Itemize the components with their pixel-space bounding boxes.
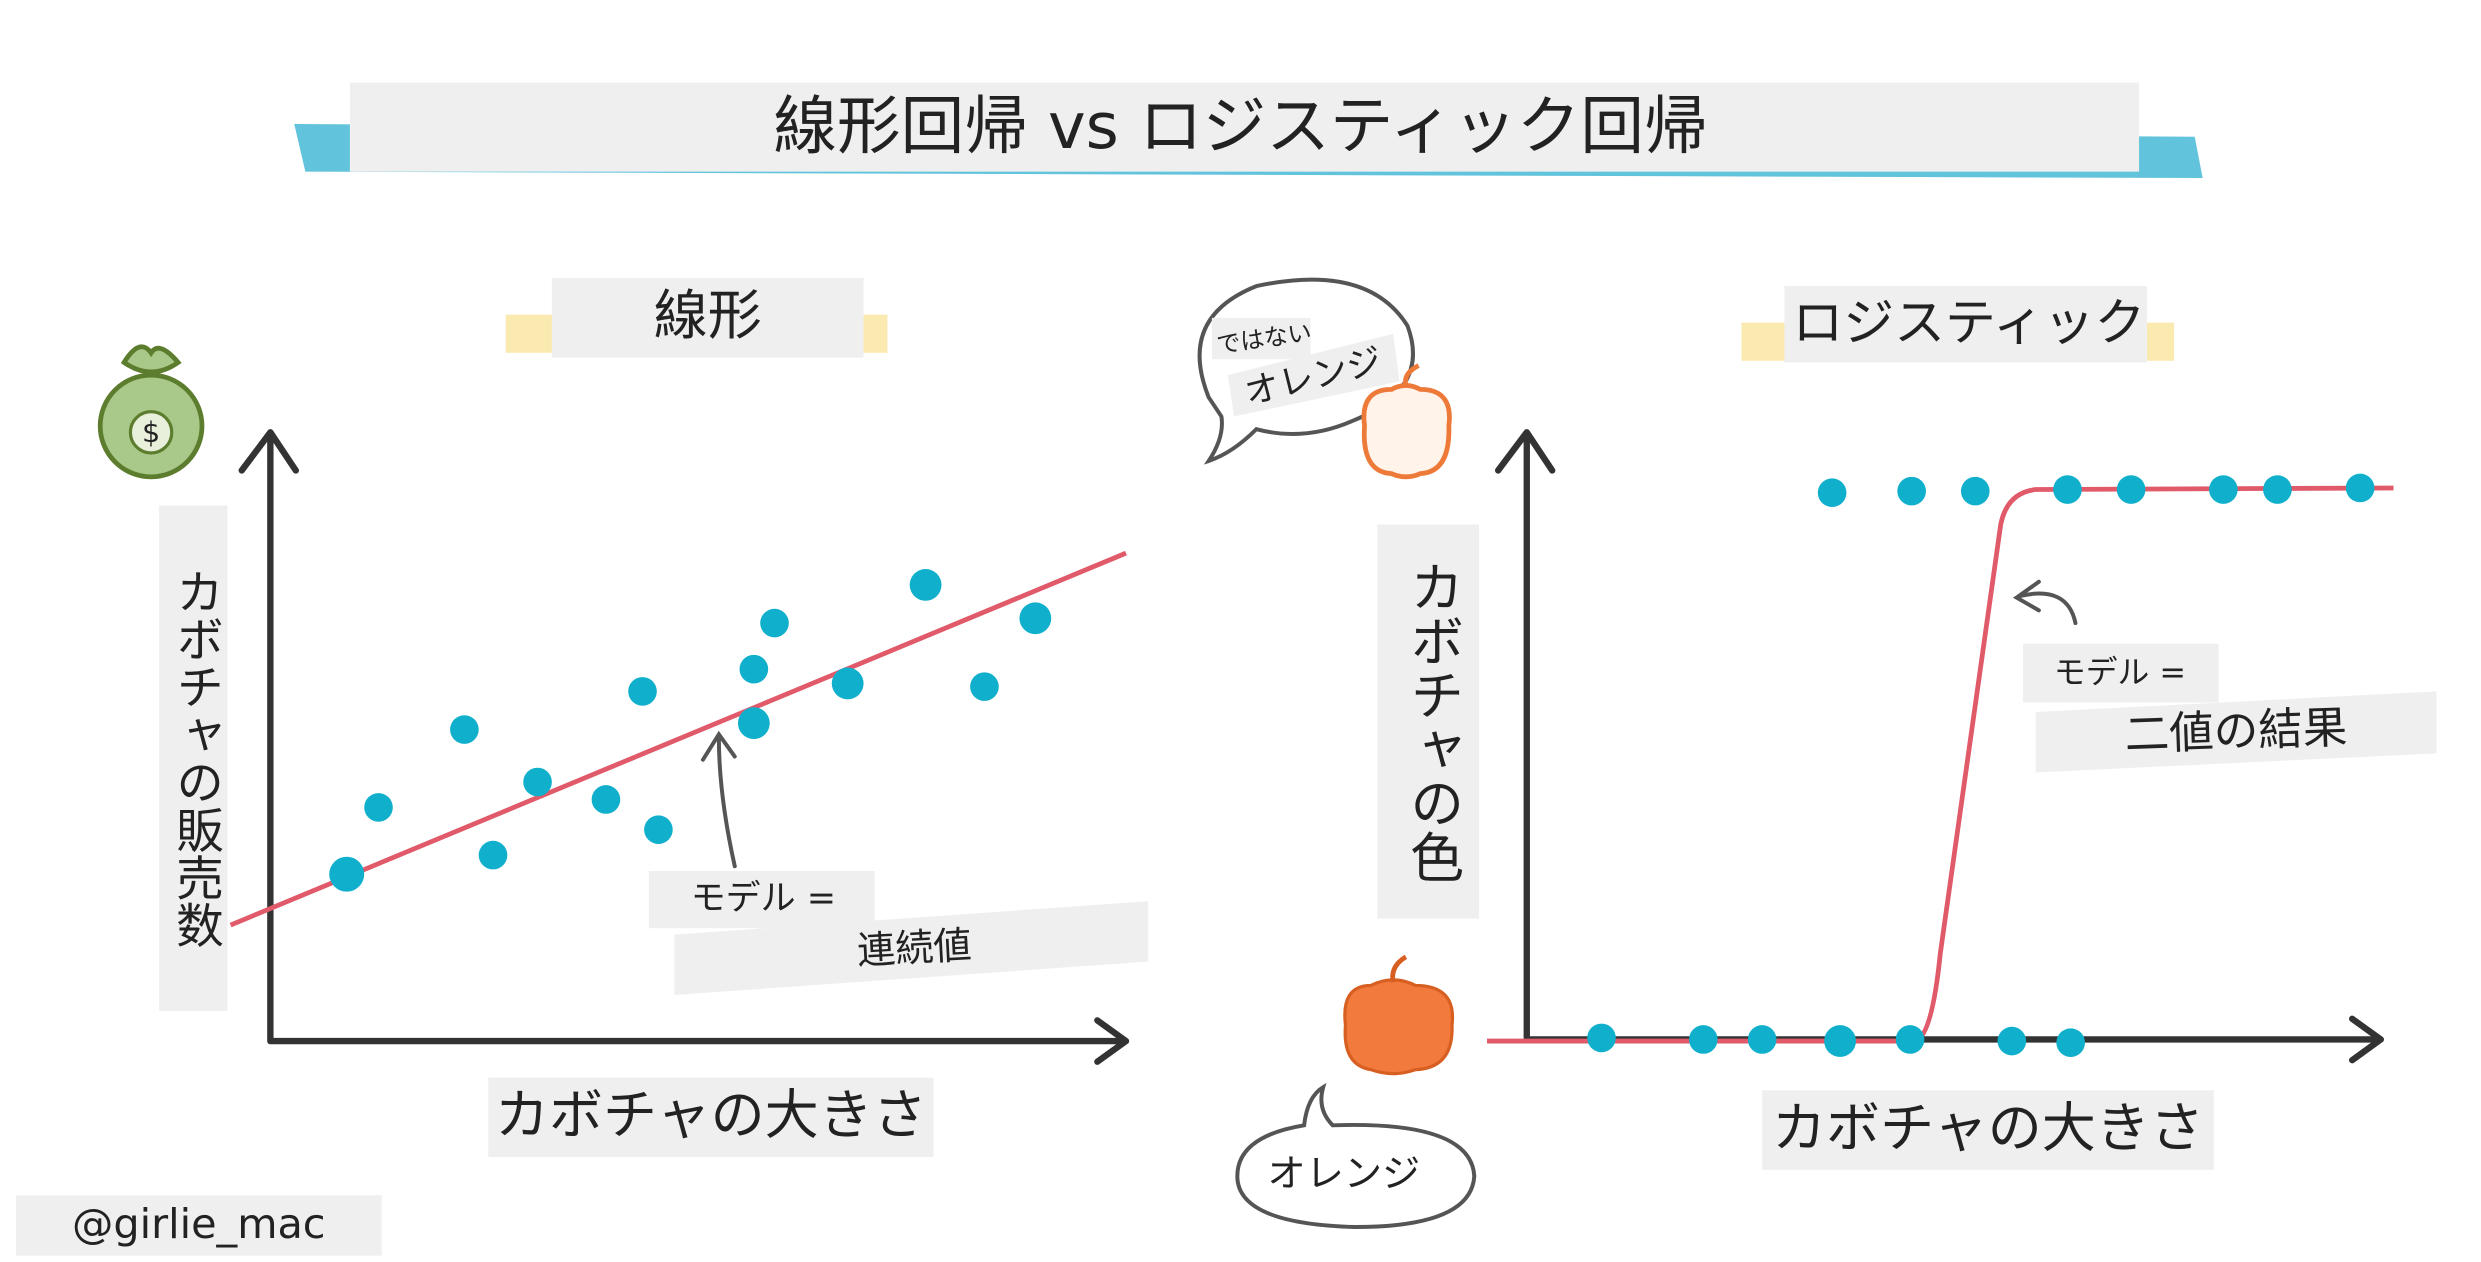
x-label-box [488,1077,934,1158]
pumpkin-white [1361,363,1452,480]
y-axis-label: カボチャの販売数 [167,567,222,948]
speech-bubble-not-orange: ではない オレンジ [1197,277,1415,465]
y-label-box [1377,524,1480,919]
money-bag: $ [97,344,205,480]
x-axis-label: カボチャの大きさ [1772,1096,2204,1159]
model-label: モデル = [691,879,836,919]
data-points [1587,473,2375,1057]
credit-box [15,1195,382,1256]
sigmoid-curve [1487,485,2394,1044]
model-value: 二値の結果 [2124,702,2348,761]
model-value: 連続値 [856,923,973,973]
annotation-arrow [700,730,737,869]
model-value-box [2035,691,2437,773]
speech-bubble-orange: オレンジ [1235,1082,1477,1230]
x-label-box [1762,1090,2214,1170]
panel-title-box [551,278,864,358]
model-label-box [648,871,875,929]
bubble-text: オレンジ [1268,1152,1421,1196]
y-label-box [159,505,228,1011]
model-label-box [2022,643,2219,703]
data-points [329,569,1052,892]
icon-label: $ [142,415,160,449]
panel-title-box [1784,286,2148,363]
x-axis-label: カボチャの大きさ [495,1084,927,1147]
axes [238,429,1130,1065]
annotation-arrow [2012,579,2078,626]
pumpkin-orange [1343,954,1455,1076]
title: 線形回帰 vs ロジスティック回帰 [773,89,1707,163]
y-axis-label: カボチャの色 [1401,559,1464,883]
model-value-box [674,901,1149,995]
regression-line [229,550,1127,928]
model-label: モデル = [2054,654,2186,691]
credit: @girlie_mac [72,1200,325,1248]
panel-title: ロジスティック [1792,293,2145,352]
title-box [349,82,2140,172]
panel-title: 線形 [654,284,762,347]
